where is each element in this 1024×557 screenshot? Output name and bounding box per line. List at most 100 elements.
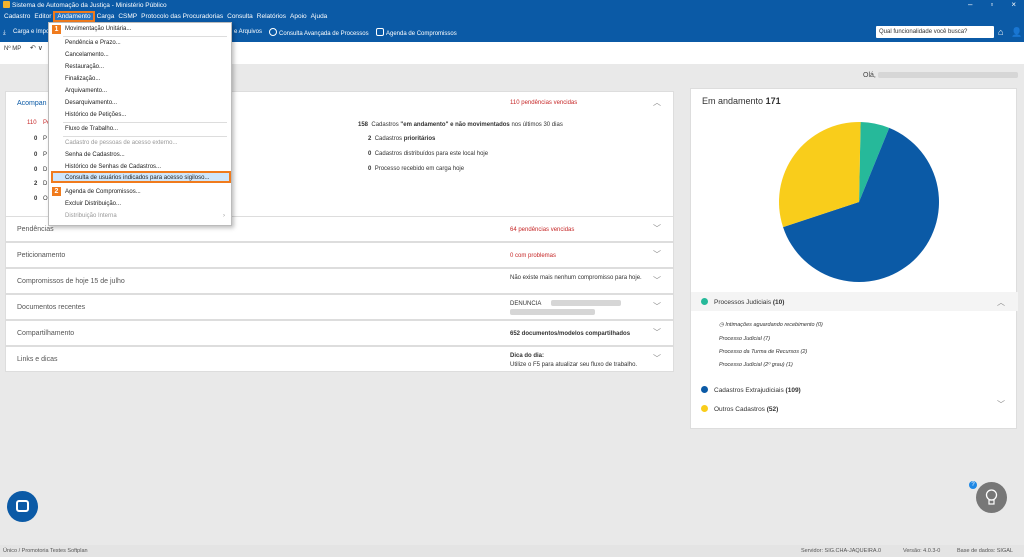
user-icon[interactable]: 👤 xyxy=(1011,27,1023,37)
row-label: Compartilhamento xyxy=(17,330,75,337)
toolbar: ⤓ Carga e Impo e Arquivos Consulta Avança… xyxy=(0,22,1024,42)
close-button[interactable]: × xyxy=(1011,0,1016,9)
row-documentos[interactable]: Documentos recentes DENUNCIA ﹀ xyxy=(5,294,674,320)
chat-button[interactable] xyxy=(7,491,38,522)
search-icon xyxy=(269,28,277,36)
sub-item[interactable]: Processo Judicial (2º grau) (1) xyxy=(719,362,793,368)
chevron-down-icon[interactable]: ﹀ xyxy=(653,302,661,311)
help-badge[interactable]: ? xyxy=(969,481,977,489)
row-value: 64 pendências vencidas xyxy=(510,227,575,233)
acompanhamento-vencidas[interactable]: 110 pendências vencidas xyxy=(510,100,578,106)
row-value: DENUNCIA xyxy=(510,300,650,318)
menu-andamento[interactable]: Andamento xyxy=(53,11,95,22)
chevron-down-icon[interactable]: ﹀ xyxy=(653,354,661,363)
menu-item-consulta-sigiloso[interactable]: Consulta de usuários indicados para aces… xyxy=(65,175,210,181)
consulta-avancada-button[interactable]: Consulta Avançada de Processos xyxy=(269,28,369,39)
tips-button[interactable] xyxy=(976,482,1007,513)
pie-slice-cadastros-extrajudiciais[interactable] xyxy=(783,127,939,283)
arquivos-button[interactable]: e Arquivos xyxy=(234,29,263,35)
legend-dot xyxy=(701,298,708,305)
legend-outros-cadastros[interactable]: Outros Cadastros (52) xyxy=(701,405,778,413)
menu-item-desarquivamento[interactable]: Desarquivamento... xyxy=(65,100,118,106)
menu-consulta[interactable]: Consulta xyxy=(227,13,253,20)
minimize-button[interactable]: – xyxy=(968,0,973,9)
status-db: Base de dados: SIGAL xyxy=(957,548,1013,554)
menu-item-arquivamento[interactable]: Arquivamento... xyxy=(65,88,108,94)
chevron-down-icon[interactable]: ﹀ xyxy=(997,400,1005,409)
menu-item-agenda[interactable]: Agenda de Compromissos... xyxy=(65,189,141,195)
legend-dot xyxy=(701,386,708,393)
chevron-up-icon[interactable]: ︿ xyxy=(997,298,1005,307)
stat-line[interactable]: 0 Cadastros distribuídos para este local… xyxy=(368,151,489,157)
step-badge: 1 xyxy=(52,25,61,34)
left-count: 0 xyxy=(34,136,38,142)
menu-item-restauracao[interactable]: Restauração... xyxy=(65,64,105,70)
row-links[interactable]: Links e dicas Dica do dia: Utilize o F5 p… xyxy=(5,346,674,372)
chevron-down-icon[interactable]: ﹀ xyxy=(653,224,661,233)
menu-item-historico-senhas[interactable]: Histórico de Senhas de Cadastros... xyxy=(65,164,162,170)
chevron-up-icon[interactable]: ︿ xyxy=(653,98,661,107)
andamento-dropdown-menu: 1 Movimentação Unitária... Pendência e P… xyxy=(48,22,232,226)
chevron-down-icon[interactable]: ﹀ xyxy=(653,250,661,259)
menu-item-historico-peticoes[interactable]: Histórico de Petições... xyxy=(65,112,127,118)
pie-slice-processos-judiciais[interactable] xyxy=(859,122,890,202)
row-peticionamento[interactable]: Peticionamento 0 com problemas ﹀ xyxy=(5,242,674,268)
back-arrow-icon[interactable]: ↶ ∨ xyxy=(30,45,43,52)
row-label: Pendências xyxy=(17,226,54,233)
left-count: 2 xyxy=(34,181,38,187)
menu-item-distribuicao-interna[interactable]: Distribuição Interna xyxy=(65,213,117,219)
menu-editor[interactable]: Editor xyxy=(34,13,52,20)
legend-header-bg xyxy=(691,292,1018,311)
left-count: 110 xyxy=(27,120,37,126)
row-compartilhamento[interactable]: Compartilhamento 652 documentos/modelos … xyxy=(5,320,674,346)
agenda-button[interactable]: Agenda de Compromissos xyxy=(376,28,457,39)
menu-protocolo[interactable]: Protocolo das Procuradorias xyxy=(141,13,224,20)
menu-item-fluxo[interactable]: Fluxo de Trabalho... xyxy=(65,126,119,132)
legend-processos-judiciais[interactable]: Processos Judiciais (10) xyxy=(701,298,784,306)
download-icon: ⤓ xyxy=(3,30,6,36)
stat-line[interactable]: 2 Cadastros prioritários xyxy=(368,136,436,142)
menu-item-pendencia[interactable]: Pendência e Prazo... xyxy=(65,40,121,46)
sub-item[interactable]: Processo da Turma de Recursos (2) xyxy=(719,349,808,355)
stat-line[interactable]: 158 Cadastros "em andamento" e não movim… xyxy=(358,122,563,128)
menu-item-cancelamento[interactable]: Cancelamento... xyxy=(65,52,109,58)
carga-button[interactable]: ⤓ Carga e Impo xyxy=(3,29,50,36)
row-compromissos[interactable]: Compromissos de hoje 15 de julho Não exi… xyxy=(5,268,674,294)
legend-cadastros-extrajudiciais[interactable]: Cadastros Extrajudiciais (109) xyxy=(701,386,801,394)
stat-line[interactable]: 0 Processo recebido em carga hoje xyxy=(368,166,465,172)
menu-item-finalizacao[interactable]: Finalização... xyxy=(65,76,101,82)
home-icon[interactable]: ⌂ xyxy=(998,27,1004,37)
menu-relatorios[interactable]: Relatórios xyxy=(256,13,287,20)
menu-item-cadastro-externo[interactable]: Cadastro de pessoas de acesso externo... xyxy=(65,140,178,146)
menu-item-excluir[interactable]: Excluir Distribuição... xyxy=(65,201,122,207)
status-version: Versão: 4.0.3-0 xyxy=(903,548,941,554)
chevron-down-icon[interactable]: ﹀ xyxy=(653,328,661,337)
calendar-icon xyxy=(376,28,384,36)
left-count: 0 xyxy=(34,152,38,158)
legend-dot xyxy=(701,405,708,412)
pie-slice-outros-cadastros[interactable] xyxy=(779,122,861,228)
menu-item-senha[interactable]: Senha de Cadastros... xyxy=(65,152,125,158)
menu-cadastro[interactable]: Cadastro xyxy=(4,13,31,20)
search-input[interactable]: Qual funcionalidade você busca? xyxy=(876,26,994,38)
maximize-button[interactable]: ▫ xyxy=(990,0,994,9)
menu-csmp[interactable]: CSMP xyxy=(118,13,138,20)
menu-carga[interactable]: Carga xyxy=(96,13,115,20)
em-andamento-panel: Em andamento 171 Processos Judiciais (10… xyxy=(690,88,1018,429)
row-label: Peticionamento xyxy=(17,252,66,259)
lightbulb-icon xyxy=(985,489,998,505)
status-bar: Único / Promotoria Testes Softplan Servi… xyxy=(0,545,1024,557)
menu-apoio[interactable]: Apoio xyxy=(290,13,307,20)
pie-chart xyxy=(779,122,939,283)
chevron-down-icon[interactable]: ﹀ xyxy=(653,276,661,285)
menu-separator xyxy=(63,136,227,137)
panel-title: Em andamento 171 xyxy=(702,96,781,106)
menu-ajuda[interactable]: Ajuda xyxy=(310,13,328,20)
menu-item-movimentacao[interactable]: Movimentação Unitária... xyxy=(65,26,132,32)
sub-item[interactable]: Processo Judicial (7) xyxy=(719,336,771,342)
sub-item[interactable]: ◷ Intimações aguardando recebimento (0) xyxy=(719,322,823,328)
chevron-right-icon: › xyxy=(223,213,225,219)
status-user: Único / Promotoria Testes Softplan xyxy=(3,548,88,554)
sub-bar: Nº MP ↶ ∨ xyxy=(0,42,1024,64)
row-value: 0 com problemas xyxy=(510,253,557,259)
